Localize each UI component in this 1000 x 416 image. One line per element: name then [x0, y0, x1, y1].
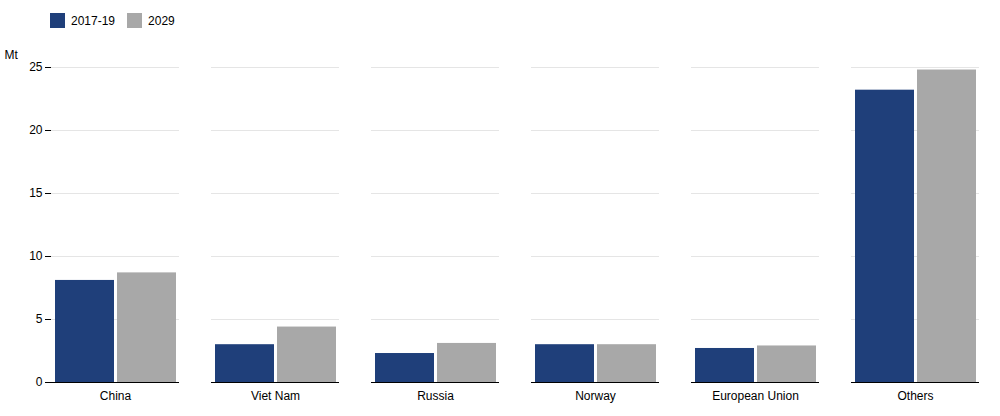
svg-text:Russia: Russia: [417, 389, 454, 403]
svg-text:Others: Others: [897, 389, 933, 403]
svg-text:0: 0: [36, 375, 43, 389]
svg-text:10: 10: [29, 249, 43, 263]
html-text:2017-19: 2017-19: [71, 13, 115, 28]
svg-text:Norway: Norway: [575, 389, 616, 403]
svg-text:Viet Nam: Viet Nam: [251, 389, 300, 403]
html-text:2029: 2029: [148, 13, 175, 28]
svg-text:European Union: European Union: [712, 389, 799, 403]
svg-text:China: China: [100, 389, 132, 403]
svg-text:15: 15: [29, 186, 43, 200]
svg-text:20: 20: [29, 123, 43, 137]
svg-text:5: 5: [36, 312, 43, 326]
svg-text:Mt: Mt: [5, 48, 19, 62]
svg-text:25: 25: [29, 60, 43, 74]
